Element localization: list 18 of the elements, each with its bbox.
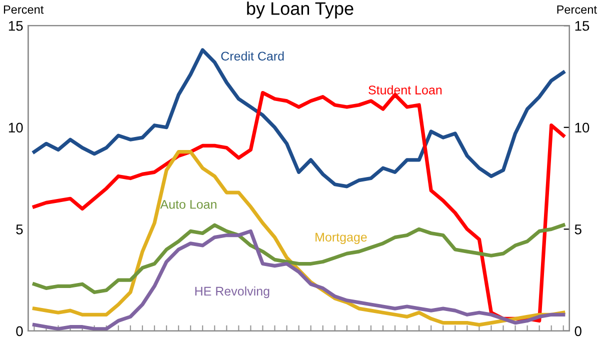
- series-label: Auto Loan: [160, 200, 216, 209]
- y-tick-label: 5: [16, 224, 23, 234]
- line-series: [32, 229, 566, 331]
- text: Mortgage: [316, 232, 367, 244]
- y-tick-label: 0: [16, 326, 23, 336]
- y2-tick-label: 15: [575, 21, 590, 31]
- y2-tick-label: 5: [574, 224, 582, 234]
- y2-tick-label: 10: [575, 122, 590, 133]
- series-label: Student Loan: [368, 85, 442, 94]
- y2-tick-label: 0: [574, 326, 582, 336]
- y2-axis-title: Percent: [557, 5, 597, 14]
- series-label: Credit Card: [221, 51, 284, 61]
- chart-title: by Loan Type: [247, 2, 354, 19]
- y-tick-label: 15: [8, 21, 23, 31]
- y-tick-label: 10: [8, 122, 23, 133]
- series-label: HE Revolving: [195, 286, 270, 298]
- line-series: [32, 48, 566, 188]
- y-axis-title: Percent: [4, 5, 44, 14]
